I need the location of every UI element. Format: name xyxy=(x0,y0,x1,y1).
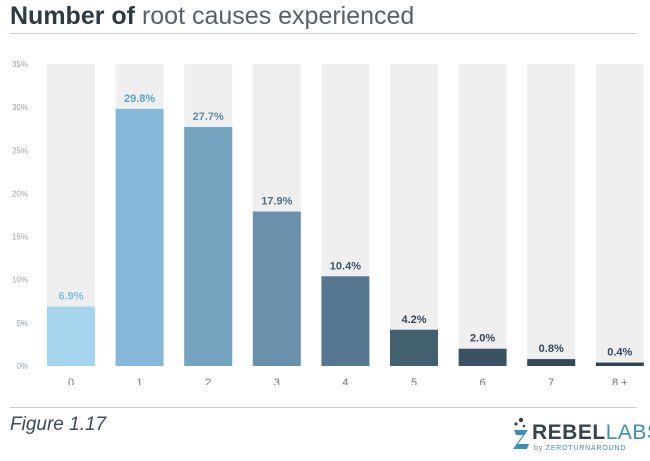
y-tick-label: 5% xyxy=(16,319,28,328)
bar-track xyxy=(390,64,438,366)
data-label: 27.7% xyxy=(193,111,224,123)
title-divider xyxy=(10,33,637,34)
rebellabs-logo: REBELLABS by ZEROTURNAROUND xyxy=(508,412,650,456)
y-tick-label: 25% xyxy=(12,146,28,155)
bar xyxy=(527,359,576,366)
logo-by: by xyxy=(534,445,543,452)
data-label: 29.8% xyxy=(124,93,155,105)
chart-title-bold: Number of xyxy=(10,2,135,30)
data-label: 4.2% xyxy=(401,314,426,326)
logo-subtitle: by ZEROTURNAROUND xyxy=(534,445,626,452)
bar-track xyxy=(527,64,576,366)
logo-word-accent: LABS xyxy=(605,421,650,444)
y-tick-label: 20% xyxy=(12,189,28,198)
data-label: 17.9% xyxy=(261,196,292,208)
data-label: 10.4% xyxy=(330,260,361,272)
logo-company: ZEROTURNAROUND xyxy=(545,445,627,452)
bar xyxy=(595,362,644,366)
figure-label: Figure 1.17 xyxy=(10,414,107,435)
x-tick-label: 7 xyxy=(548,377,554,385)
y-tick-label: 15% xyxy=(12,233,28,242)
bar xyxy=(184,126,233,366)
bar xyxy=(390,329,438,366)
x-tick-label: 5 xyxy=(411,377,417,385)
x-tick-label: 3 xyxy=(274,377,280,385)
y-tick-label: 0% xyxy=(16,362,28,371)
x-tick-label: 6 xyxy=(480,377,486,385)
bar-chart: 0% 5% 10% 15% 20% 25% 30% 35% 6.9% 0 29.8% 1 27.7% 2 1… xyxy=(12,60,644,385)
data-label: 0.8% xyxy=(539,343,564,355)
bar xyxy=(252,211,301,366)
flask-icon xyxy=(513,417,529,449)
bar xyxy=(47,306,95,366)
bar-track xyxy=(595,64,644,366)
footer-divider xyxy=(10,407,637,408)
bar xyxy=(458,348,507,366)
bar xyxy=(321,276,370,366)
data-label: 6.9% xyxy=(58,290,83,302)
bar xyxy=(115,108,164,367)
y-tick-label: 30% xyxy=(12,103,28,112)
chart-title: Number of root causes experienced xyxy=(10,2,414,31)
data-label: 0.4% xyxy=(607,347,632,359)
logo-word-main: REBEL xyxy=(532,421,606,444)
x-tick-label: 0 xyxy=(68,377,74,385)
x-tick-label: 8 + xyxy=(612,377,628,385)
logo-wordmark: REBELLABS xyxy=(532,421,650,445)
y-tick-label: 10% xyxy=(12,276,28,285)
x-tick-label: 4 xyxy=(342,377,348,385)
chart-title-rest: root causes experienced xyxy=(141,2,415,30)
bar-track xyxy=(458,64,507,366)
y-tick-label: 35% xyxy=(12,60,28,69)
data-label: 2.0% xyxy=(470,333,495,345)
x-tick-label: 2 xyxy=(205,377,211,385)
x-tick-label: 1 xyxy=(137,377,143,385)
